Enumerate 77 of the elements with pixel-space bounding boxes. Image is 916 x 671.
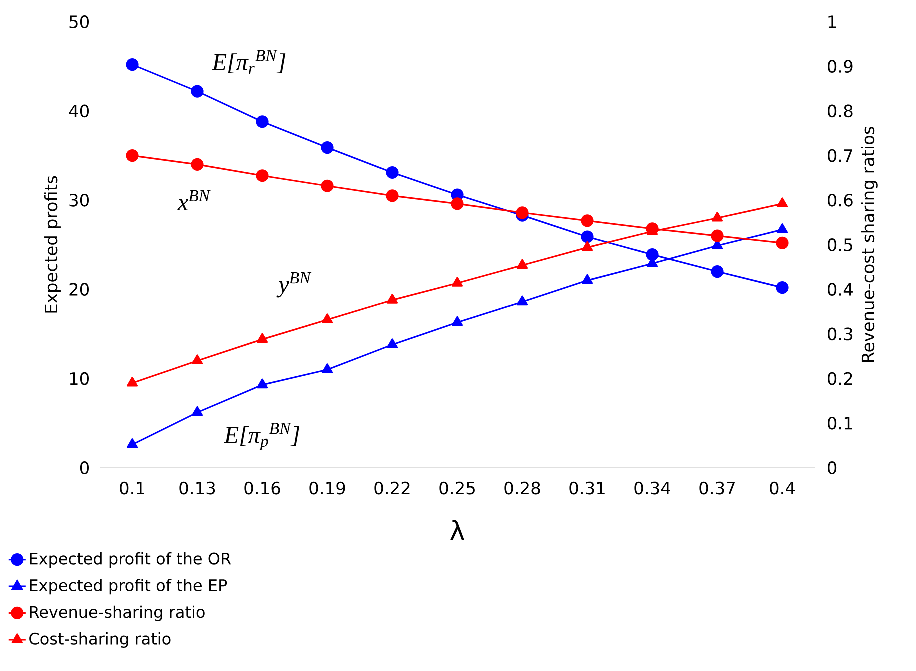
x-tick-label: 0.4 xyxy=(770,482,796,495)
point xyxy=(256,378,268,389)
annotation: E[π$_{r}$$^{BN}$] xyxy=(212,50,286,74)
point xyxy=(646,248,659,262)
legend-label: Expected profit of the EP xyxy=(30,579,228,595)
x-tick-label: 0.16 xyxy=(244,482,280,495)
y2-tick-label: 1 xyxy=(828,16,836,28)
point xyxy=(126,438,138,448)
point xyxy=(322,364,334,374)
x-tick-label: 0.28 xyxy=(504,482,540,495)
point xyxy=(192,406,204,416)
legend-label: Revenue-sharing ratio xyxy=(30,606,205,622)
point xyxy=(451,198,464,210)
y2-tick-label: 0.1 xyxy=(828,416,852,430)
y2-tick-label: 0.5 xyxy=(828,238,852,252)
point xyxy=(581,214,594,228)
point xyxy=(192,354,204,364)
point xyxy=(582,274,594,284)
point xyxy=(711,265,724,278)
y2-tick-label: 0.4 xyxy=(828,283,853,296)
y2-tick-label: 0.7 xyxy=(828,149,852,162)
point xyxy=(126,376,138,387)
point xyxy=(321,141,334,154)
point xyxy=(322,314,334,324)
point xyxy=(516,259,528,270)
point xyxy=(386,338,398,348)
y2-tick-label: 0 xyxy=(828,462,837,474)
y-tick-label: 0 xyxy=(80,462,90,474)
x-tick-label: 0.1 xyxy=(120,482,144,495)
point xyxy=(386,166,399,180)
point xyxy=(711,230,724,242)
point xyxy=(776,236,789,250)
annotation: E[π$_{p}$$^{BN}$] xyxy=(224,423,300,450)
legend-label: Cost-sharing ratio xyxy=(30,632,171,648)
point xyxy=(516,206,529,220)
x-tick-label: 0.19 xyxy=(310,482,346,495)
y2-axis-title: Revenue-cost sharing ratios xyxy=(861,126,878,362)
point xyxy=(452,316,464,326)
point xyxy=(581,230,594,244)
y-tick-label: 40 xyxy=(69,104,90,118)
y-axis-title: Expected profits xyxy=(44,176,61,313)
y2-tick-label: 0.3 xyxy=(828,328,853,341)
y2-tick-label: 0.6 xyxy=(828,194,853,207)
x-tick-label: 0.34 xyxy=(634,482,670,495)
point xyxy=(256,170,269,182)
point xyxy=(126,58,139,72)
legend-label: Expected profit of the OR xyxy=(30,552,232,568)
annotation: y$^{BN}$ xyxy=(276,272,312,298)
point xyxy=(386,294,398,304)
y-tick-label: 10 xyxy=(70,372,90,386)
point xyxy=(516,296,528,306)
x-tick-label: 0.31 xyxy=(570,482,605,495)
x-tick-label: 0.22 xyxy=(374,482,410,495)
x-tick-label: 0.13 xyxy=(180,482,216,495)
point xyxy=(256,116,269,128)
y2-tick-label: 0.2 xyxy=(828,372,852,386)
x-tick-label: 0.37 xyxy=(700,482,735,495)
point xyxy=(126,150,139,162)
point xyxy=(712,212,724,222)
point xyxy=(582,241,594,252)
y2-tick-label: 0.8 xyxy=(828,104,853,118)
x-tick-label: 0.25 xyxy=(440,482,475,495)
y2-tick-label: 0.9 xyxy=(828,60,853,74)
point xyxy=(452,277,464,287)
point xyxy=(321,180,334,192)
x-axis-title: λ xyxy=(450,520,464,540)
point xyxy=(776,282,789,294)
point xyxy=(776,224,788,234)
y-tick-label: 20 xyxy=(70,283,90,296)
point xyxy=(256,333,268,344)
annotation: x$^{BN}$ xyxy=(178,190,211,210)
y-tick-label: 30 xyxy=(70,194,90,207)
point xyxy=(191,85,204,98)
y-tick-label: 50 xyxy=(70,16,90,28)
point xyxy=(386,190,399,202)
point xyxy=(191,158,204,171)
point xyxy=(776,198,788,208)
